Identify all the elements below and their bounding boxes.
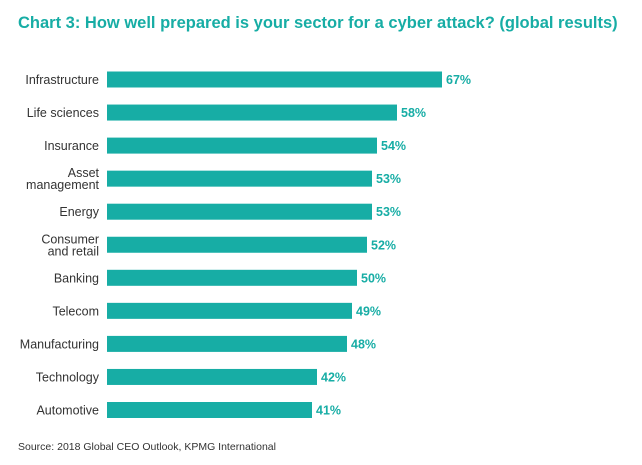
bar-4 bbox=[107, 203, 372, 220]
category-label-line: and retail bbox=[48, 244, 99, 258]
chart-title: Chart 3: How well prepared is your secto… bbox=[18, 14, 618, 32]
value-label-1: 58% bbox=[401, 106, 426, 120]
category-label-line: Telecom bbox=[52, 304, 99, 318]
value-label-0: 67% bbox=[446, 73, 471, 87]
value-label-10: 41% bbox=[316, 404, 341, 418]
category-label-line: Energy bbox=[59, 205, 99, 219]
category-label-line: Banking bbox=[54, 271, 99, 285]
value-label-8: 48% bbox=[351, 337, 376, 351]
category-label-3: Asset management bbox=[26, 166, 99, 192]
category-label-6: Banking bbox=[54, 271, 99, 285]
source-note: Source: 2018 Global CEO Outlook, KPMG In… bbox=[18, 441, 276, 453]
category-label-line: Infrastructure bbox=[25, 73, 99, 87]
category-label-9: Technology bbox=[36, 370, 100, 384]
category-label-line: Insurance bbox=[44, 139, 99, 153]
bar-6 bbox=[107, 269, 357, 286]
category-label-line: Automotive bbox=[36, 404, 99, 418]
value-label-9: 42% bbox=[321, 370, 346, 384]
bar-2 bbox=[107, 137, 377, 154]
bar-5 bbox=[107, 236, 367, 253]
bar-8 bbox=[107, 335, 347, 352]
category-label-0: Infrastructure bbox=[25, 73, 99, 87]
value-label-3: 53% bbox=[376, 172, 401, 186]
category-label-line: Technology bbox=[36, 370, 100, 384]
value-label-7: 49% bbox=[356, 304, 381, 318]
category-label-1: Life sciences bbox=[27, 106, 99, 120]
bar-1 bbox=[107, 104, 397, 121]
value-label-6: 50% bbox=[361, 271, 386, 285]
category-label-2: Insurance bbox=[44, 139, 99, 153]
bar-10 bbox=[107, 402, 312, 418]
category-label-4: Energy bbox=[59, 205, 99, 219]
category-label-5: Consumer and retail bbox=[41, 232, 99, 258]
category-label-line: Life sciences bbox=[27, 106, 99, 120]
value-label-5: 52% bbox=[371, 238, 396, 252]
category-label-7: Telecom bbox=[52, 304, 99, 318]
category-label-8: Manufacturing bbox=[20, 337, 99, 351]
category-label-line: Asset bbox=[68, 166, 100, 180]
category-label-10: Automotive bbox=[36, 404, 99, 418]
bar-0 bbox=[107, 71, 442, 88]
category-label-line: management bbox=[26, 178, 99, 192]
value-label-4: 53% bbox=[376, 205, 401, 219]
category-label-line: Manufacturing bbox=[20, 337, 99, 351]
bar-9 bbox=[107, 368, 317, 385]
bar-3 bbox=[107, 170, 372, 187]
category-label-line: Consumer bbox=[41, 232, 99, 246]
bar-7 bbox=[107, 302, 352, 319]
value-label-2: 54% bbox=[381, 139, 406, 153]
